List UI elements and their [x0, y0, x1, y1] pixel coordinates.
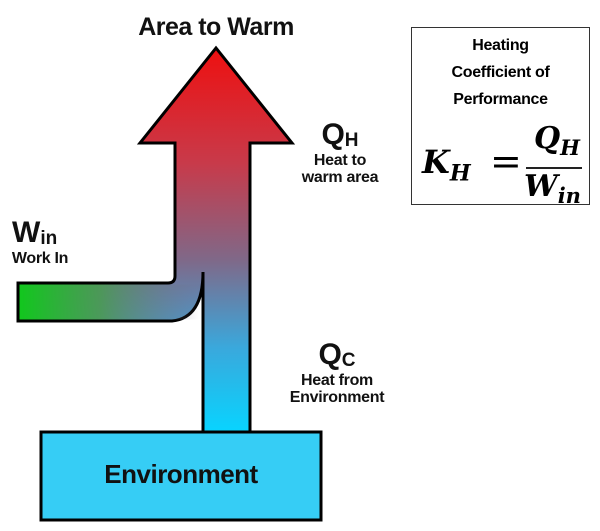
formula-numerator-sub: H: [560, 135, 580, 160]
work-in-desc: Work In: [11, 249, 69, 267]
formula-numerator: Q: [534, 121, 561, 156]
formula-denominator: W: [524, 169, 558, 204]
heat-in-desc-1: Heat from: [301, 371, 373, 389]
work-in-symbol: W: [12, 216, 41, 249]
heat-out-label: QH Heat to warm area: [290, 118, 390, 187]
heat-out-subscript: H: [344, 130, 359, 151]
heat-out-symbol: Q: [321, 118, 345, 151]
cop-formula: KH = QH Win: [412, 121, 591, 208]
environment-label: Environment: [104, 459, 258, 489]
work-in-bar: [19, 284, 203, 320]
cop-title-1: Heating: [472, 37, 529, 54]
heat-in-label: QC Heat from Environment: [282, 338, 392, 407]
formula-lhs-sub: H: [449, 160, 471, 187]
cop-title-2: Coefficient of: [451, 64, 550, 81]
formula-lhs: K: [422, 143, 450, 181]
heat-out-desc-2: warm area: [301, 169, 379, 187]
fraction-bar: [526, 167, 582, 169]
heat-out-desc-1: Heat to: [313, 151, 367, 169]
formula-denominator-sub: in: [557, 183, 581, 208]
formula-equals: =: [490, 139, 522, 183]
heat-in-symbol: Q: [318, 338, 342, 371]
cop-title-3: Performance: [453, 91, 548, 108]
work-in-label: Win Work In: [0, 216, 80, 267]
diagram-title: Area to Warm: [138, 13, 294, 41]
cop-formula-box: Heating Coefficient of Performance KH = …: [411, 27, 591, 208]
heat-in-subscript: C: [341, 350, 356, 371]
heat-in-desc-2: Environment: [289, 389, 385, 407]
work-in-subscript: in: [40, 228, 58, 249]
environment-box: [39, 430, 323, 522]
